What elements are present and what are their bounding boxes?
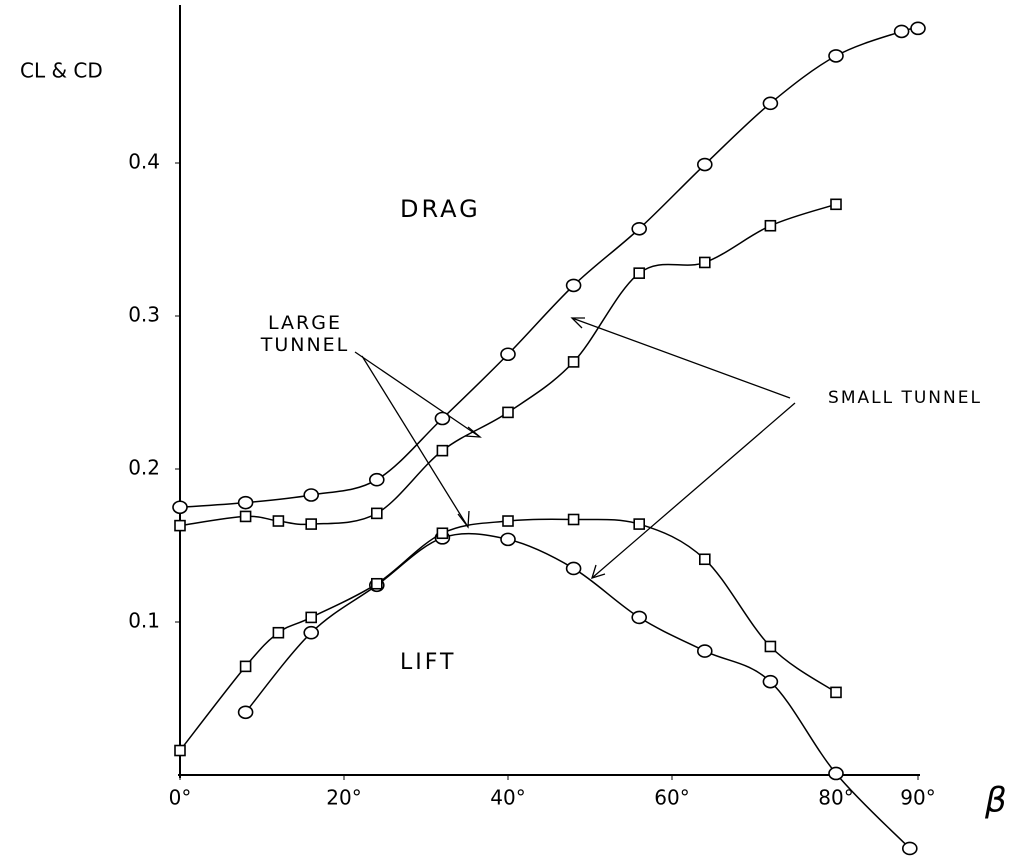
marker: [830, 198, 842, 211]
marker: [696, 644, 713, 658]
marker: [239, 660, 252, 673]
marker: [633, 267, 646, 279]
marker: [830, 686, 842, 699]
arrows: [354, 317, 796, 579]
x-tick-label: 20°: [326, 786, 361, 810]
marker: [436, 444, 449, 457]
x-tick-label: 60°: [654, 786, 689, 810]
series-line: [179, 203, 837, 527]
marker: [565, 561, 582, 576]
marker: [272, 515, 285, 527]
x-tick-label: 40°: [490, 786, 525, 810]
marker: [239, 510, 252, 523]
annotation: LARGE TUNNEL: [260, 312, 350, 356]
series-line: [179, 27, 919, 508]
marker: [500, 347, 516, 362]
marker: [172, 500, 188, 515]
marker: [174, 519, 186, 532]
annotation: DRAG: [400, 195, 481, 223]
marker: [368, 472, 385, 487]
marker: [910, 21, 926, 36]
marker: [303, 488, 320, 502]
x-tick-label: 80°: [818, 786, 853, 810]
marker: [303, 625, 320, 640]
marker: [631, 610, 648, 625]
x-tick-label: 90°: [900, 786, 935, 810]
marker: [370, 577, 383, 590]
annotation: SMALL TUNNEL: [828, 388, 982, 408]
marker: [436, 527, 449, 540]
y-tick-label: 0.4: [128, 150, 160, 174]
marker: [567, 356, 580, 368]
marker: [272, 626, 285, 639]
y-tick-label: 0.3: [128, 303, 160, 327]
marker: [631, 221, 648, 236]
marker: [567, 513, 580, 526]
marker: [305, 611, 318, 624]
marker: [828, 49, 844, 63]
marker: [237, 495, 254, 510]
marker: [698, 553, 711, 566]
marker: [565, 278, 582, 293]
marker: [893, 24, 910, 39]
marker: [237, 705, 254, 720]
marker: [828, 766, 844, 781]
marker: [764, 640, 777, 653]
marker: [500, 532, 516, 547]
marker: [370, 507, 383, 520]
annotation: LIFT: [400, 650, 456, 675]
marker: [633, 518, 646, 530]
marker: [502, 515, 514, 527]
marker: [434, 411, 451, 426]
marker: [901, 841, 918, 856]
marker: [762, 96, 779, 111]
marker: [174, 744, 186, 757]
marker: [696, 157, 713, 172]
x-axis-label: β: [984, 781, 1007, 821]
marker: [698, 256, 711, 269]
marker: [305, 518, 318, 530]
marker: [502, 406, 514, 419]
x-tick-label: 0°: [169, 786, 192, 810]
marker: [764, 219, 777, 232]
y-axis-label: CL & CD: [20, 59, 103, 83]
y-tick-label: 0.1: [128, 609, 160, 633]
marker: [762, 674, 779, 689]
y-tick-label: 0.2: [128, 456, 160, 480]
